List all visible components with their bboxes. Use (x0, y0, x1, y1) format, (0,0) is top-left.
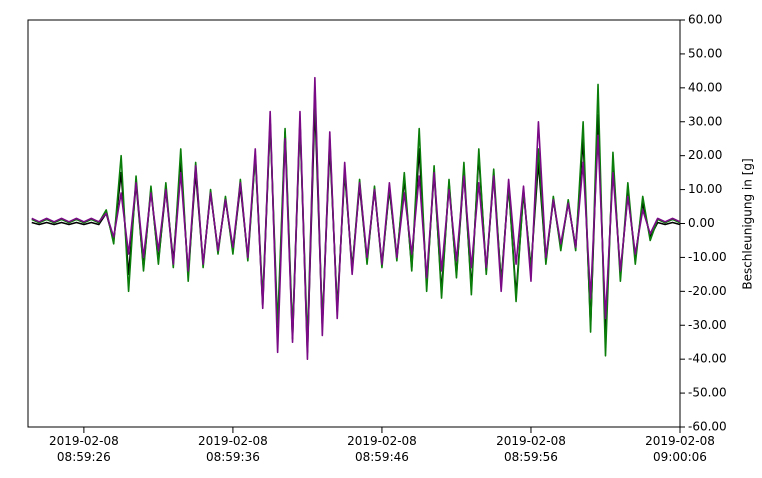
x-tick-label: 2019-02-08 09:00:06 (645, 434, 715, 464)
y-tick-label: 0.00 (688, 216, 715, 230)
x-tick-label: 2019-02-08 08:59:36 (198, 434, 268, 464)
plot-frame (27, 19, 681, 428)
x-tick-label: 2019-02-08 08:59:46 (347, 434, 417, 464)
y-tick-label: 40.00 (688, 80, 722, 94)
y-tick-label: -20.00 (688, 284, 727, 298)
y-tick-label: -30.00 (688, 318, 727, 332)
y-tick-label: -10.00 (688, 250, 727, 264)
y-tick-label: -50.00 (688, 386, 727, 400)
y-tick-label: 60.00 (688, 13, 722, 27)
y-tick-label: 20.00 (688, 148, 722, 162)
x-tick-label: 2019-02-08 08:59:56 (496, 434, 566, 464)
y-tick-label: 30.00 (688, 114, 722, 128)
y-axis-label: Beschleunigung in [g] (741, 158, 755, 289)
y-tick-label: 10.00 (688, 182, 722, 196)
y-tick-label: -40.00 (688, 352, 727, 366)
y-tick-label: -60.00 (688, 420, 727, 434)
y-tick-label: 50.00 (688, 46, 722, 60)
x-tick-label: 2019-02-08 08:59:26 (49, 434, 119, 464)
signal-line (31, 76, 681, 360)
